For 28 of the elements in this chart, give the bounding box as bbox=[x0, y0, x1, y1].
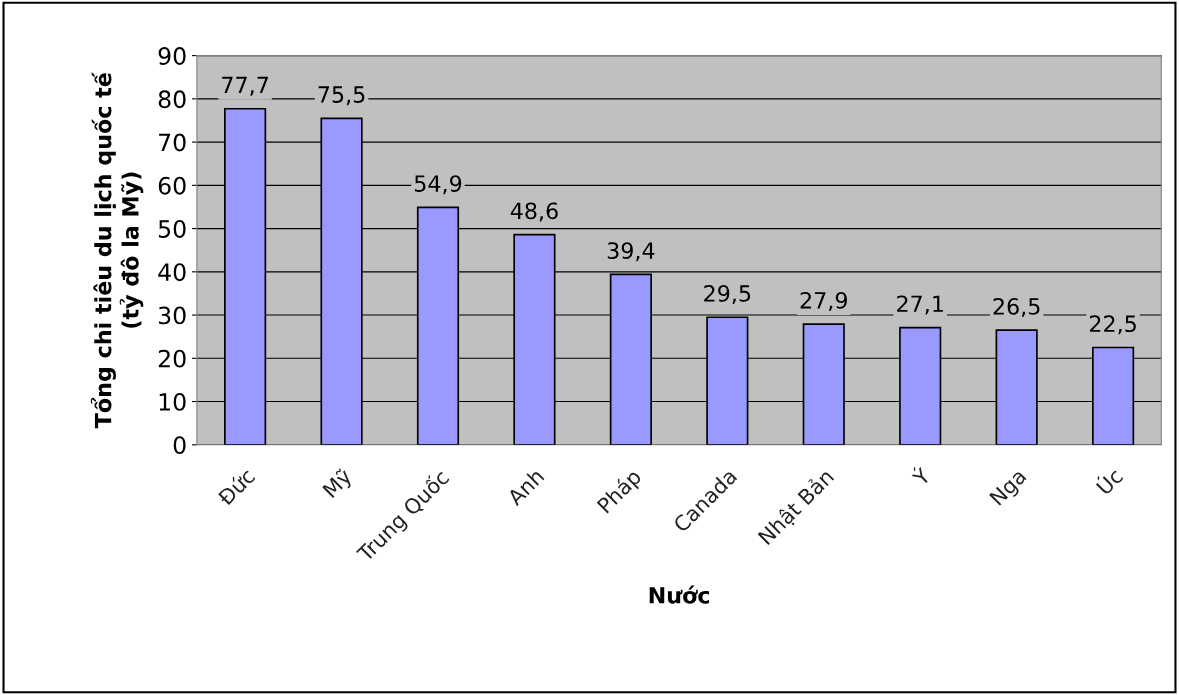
x-tick-label: Úc bbox=[1093, 464, 1124, 496]
y-tick-label: 40 bbox=[158, 263, 186, 282]
x-tick-label: Đức bbox=[215, 466, 256, 507]
y-tick-label: 10 bbox=[159, 393, 186, 411]
data-label: 48,6 bbox=[510, 202, 558, 222]
data-label: 54,9 bbox=[414, 175, 462, 195]
y-tick-label: 80 bbox=[158, 90, 186, 109]
y-tick-label: 0 bbox=[173, 436, 186, 455]
data-label: 22,5 bbox=[1089, 315, 1136, 335]
y-axis-title: Tổng chi tiêu du lịch quốc tế (tỷ đô la Mỹ) bbox=[90, 71, 144, 429]
x-tick-label: Mỹ bbox=[321, 466, 356, 501]
data-label: 27,1 bbox=[897, 295, 943, 315]
data-label: 29,5 bbox=[704, 285, 751, 305]
y-tick-label: 70 bbox=[159, 133, 186, 152]
y-tick-label: 20 bbox=[158, 349, 186, 368]
data-label: 39,4 bbox=[607, 242, 655, 262]
data-label: 77,7 bbox=[222, 76, 268, 96]
x-axis-title: Nước bbox=[649, 585, 710, 604]
y-tick-label: 50 bbox=[158, 220, 186, 238]
y-tick-label: 90 bbox=[158, 47, 186, 65]
x-tick-label: Ý bbox=[908, 464, 932, 487]
data-label: 75,5 bbox=[318, 86, 365, 106]
y-tick-label: 30 bbox=[158, 306, 186, 325]
data-label: 26,5 bbox=[993, 297, 1040, 318]
data-label: 27,9 bbox=[800, 291, 847, 311]
y-tick-label: 60 bbox=[158, 176, 186, 195]
x-tick-label: Anh bbox=[505, 467, 545, 507]
x-tick-label: Nga bbox=[989, 468, 1030, 509]
